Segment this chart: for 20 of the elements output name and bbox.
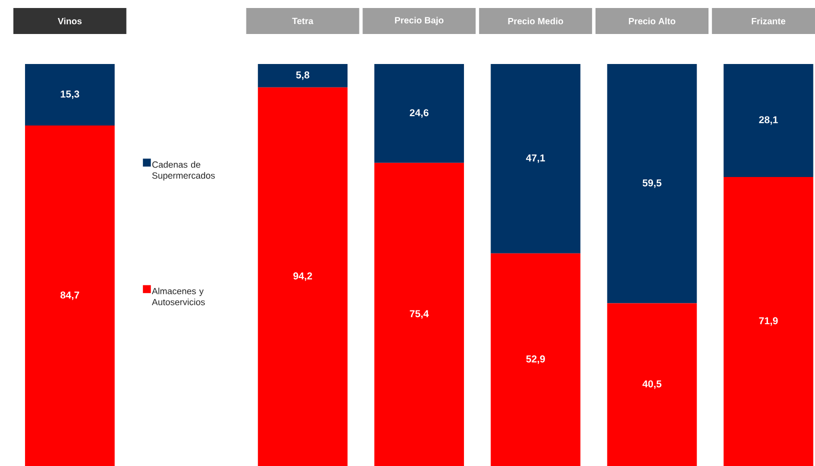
data-label: 75,4: [410, 310, 429, 319]
data-label: 84,7: [60, 292, 80, 300]
data-label: 94,2: [293, 272, 312, 281]
x-tick-label: Precio Alto: [628, 18, 676, 24]
data-label: 47,1: [526, 154, 545, 163]
legend-label: Cadenas de Supermercados: [152, 161, 215, 180]
data-label: 59,5: [642, 179, 662, 188]
x-tick-label: Tetra: [292, 18, 314, 24]
data-label: 52,9: [526, 355, 545, 364]
data-label: 28,1: [759, 116, 778, 125]
data-label: 24,6: [410, 109, 428, 118]
x-tick-label: Precio Bajo: [395, 16, 444, 26]
x-tick-label: Precio Medio: [508, 18, 564, 24]
x-tick-label: Frizante: [752, 18, 786, 24]
legend-label: Almacenes y Autoservicios: [152, 288, 205, 306]
data-label: 40,5: [642, 380, 662, 389]
data-label: 15,3: [60, 90, 80, 99]
data-label: 71,9: [759, 317, 778, 326]
data-label: 5,8: [296, 71, 310, 80]
x-tick-label: Vinos: [58, 18, 82, 24]
